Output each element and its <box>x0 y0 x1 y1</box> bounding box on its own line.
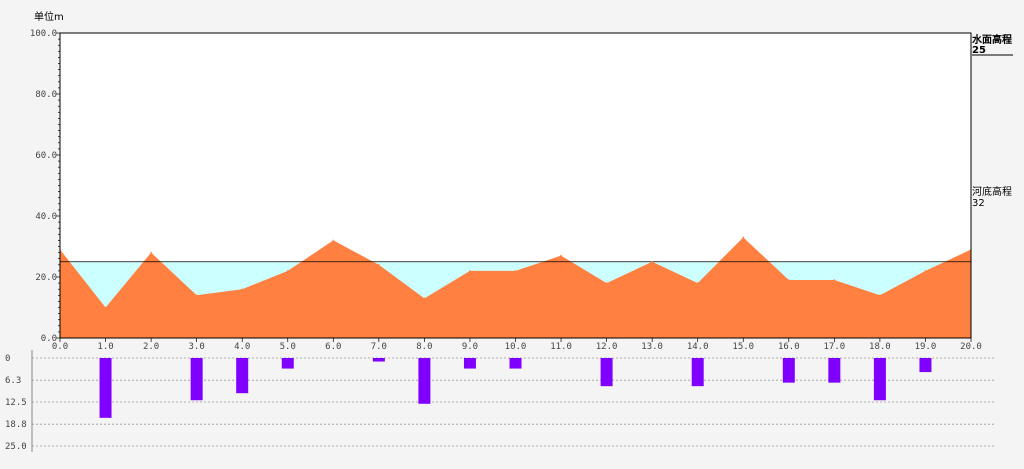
x-tick-label: 20.0 <box>960 342 982 352</box>
riverbed-point <box>195 294 198 297</box>
riverbed-point <box>469 270 471 272</box>
riverbed-point <box>879 294 881 297</box>
y-tick-label: 80.0 <box>35 90 57 100</box>
x-tick-label: 16.0 <box>778 342 800 352</box>
bar-y-tick-label: 12.5 <box>5 398 27 408</box>
x-tick-label: 13.0 <box>641 342 663 352</box>
riverbed-point <box>788 279 790 281</box>
bar <box>190 358 203 401</box>
x-tick-label: 10.0 <box>505 342 527 352</box>
x-tick-label: 8.0 <box>416 342 432 352</box>
riverbed-point <box>560 254 562 257</box>
riverbed-point <box>696 282 699 284</box>
x-tick-label: 12.0 <box>596 342 618 352</box>
y-tick-label: 20.0 <box>35 273 57 283</box>
x-tick-label: 9.0 <box>462 342 478 352</box>
bar <box>99 358 112 418</box>
riverbed-point <box>742 236 745 239</box>
riverbed-point <box>423 297 426 300</box>
x-tick-label: 5.0 <box>280 342 296 352</box>
riverbed-point <box>514 270 517 272</box>
bar <box>691 358 704 387</box>
riverbed-point <box>104 306 107 309</box>
x-tick-label: 17.0 <box>824 342 846 352</box>
river-bed-value: 32 <box>972 198 985 209</box>
x-tick-label: 0.0 <box>52 342 68 352</box>
bar-y-tick-label: 25.0 <box>5 442 27 452</box>
x-tick-label: 19.0 <box>915 342 937 352</box>
bar-plot: 0 6.3 12.5 18.8 25.0 <box>5 350 994 452</box>
x-tick-label: 1.0 <box>97 342 113 352</box>
riverbed-point <box>651 260 653 263</box>
y-tick-label: 100.0 <box>30 29 57 39</box>
bar-y-tick-label: 18.8 <box>5 420 27 430</box>
water-level-label: 水面高程 <box>971 33 1012 46</box>
y-tick-label: 60.0 <box>35 151 57 161</box>
water-level-value: 25 <box>972 45 986 56</box>
riverbed-point <box>605 282 608 284</box>
x-tick-label: 3.0 <box>189 342 205 352</box>
bar-y-tick-label: 0 <box>5 354 10 364</box>
riverbed-point <box>924 270 927 272</box>
riverbed-point <box>332 239 335 242</box>
riverbed-point <box>833 279 836 281</box>
x-tick-label: 6.0 <box>325 342 341 352</box>
riverbed-point <box>286 270 289 272</box>
profile-plot: 0.0 20.0 40.0 60.0 80.0 100.0 0.0 1.0 2.0 3.0 4.0 5… <box>30 29 982 352</box>
x-tick-label: 14.0 <box>687 342 709 352</box>
riverbed-area <box>60 237 971 338</box>
x-tick-label: 18.0 <box>869 342 891 352</box>
y-tick-label: 0.0 <box>41 334 57 344</box>
river-bed-label: 河底高程 <box>972 185 1012 198</box>
bar <box>600 358 613 387</box>
bar <box>372 358 385 362</box>
y-tick-label: 40.0 <box>35 212 57 222</box>
bar <box>509 358 522 369</box>
bar <box>463 358 476 369</box>
x-tick-label: 4.0 <box>234 342 250 352</box>
x-tick-label: 2.0 <box>143 342 159 352</box>
x-tick-label: 7.0 <box>371 342 387 352</box>
bar <box>919 358 932 373</box>
riverbed-point <box>241 288 243 291</box>
riverbed-point <box>378 264 380 266</box>
unit-label: 单位m <box>34 10 64 23</box>
bar <box>418 358 431 404</box>
bar-y-tick-label: 6.3 <box>5 376 21 386</box>
bar <box>873 358 886 401</box>
bar <box>782 358 795 383</box>
x-tick-label: 15.0 <box>732 342 754 352</box>
bar <box>281 358 294 369</box>
bar <box>236 358 249 394</box>
x-tick-label: 11.0 <box>550 342 572 352</box>
riverbed-point <box>150 251 152 254</box>
bar <box>828 358 841 383</box>
